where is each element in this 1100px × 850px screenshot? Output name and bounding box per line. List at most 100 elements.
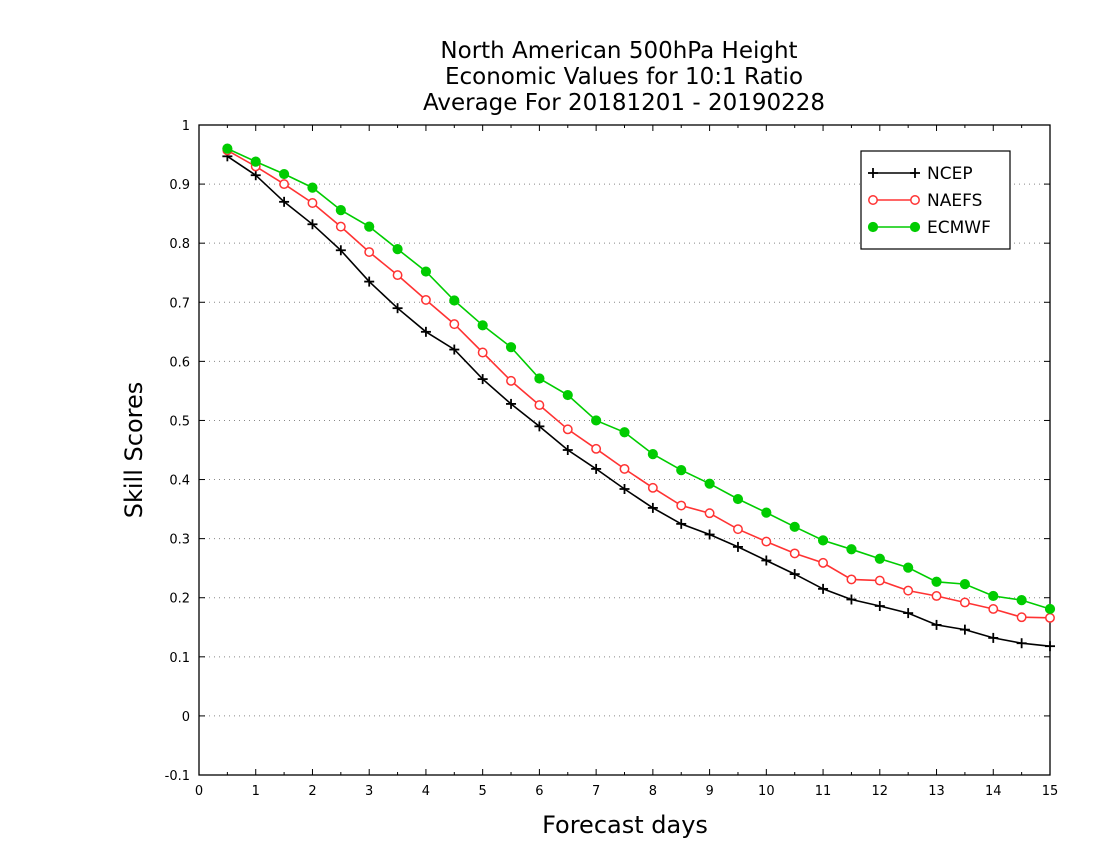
series-ecmwf [222, 143, 1056, 615]
grid [199, 183, 1050, 717]
legend-entry-naefs: NAEFS [868, 191, 982, 211]
data-point-ncep [619, 484, 630, 494]
legend-marker [867, 221, 879, 233]
y-tick-label: 0.8 [169, 237, 190, 252]
data-point-naefs [279, 179, 290, 190]
data-point-naefs [534, 400, 545, 411]
data-point-ecmwf [676, 464, 687, 476]
data-point-naefs [619, 463, 630, 474]
data-point-naefs [420, 294, 431, 305]
data-point-ncep [647, 502, 658, 513]
data-point-ecmwf [732, 493, 744, 505]
data-point-ecmwf [335, 204, 346, 216]
data-point-ncep [1045, 641, 1055, 652]
data-point-ncep [818, 583, 829, 594]
x-tick-label: 14 [985, 784, 1002, 799]
data-point-ecmwf [817, 535, 829, 546]
data-point-ncep [676, 518, 687, 529]
legend-marker [868, 195, 878, 205]
data-point-ncep [279, 196, 290, 207]
legend-entry-ecmwf: ECMWF [867, 218, 991, 238]
data-point-naefs [761, 536, 772, 547]
series-naefs [222, 145, 1055, 623]
data-point-ncep [562, 445, 573, 455]
x-tick-label: 8 [649, 784, 657, 799]
legend-marker [868, 168, 878, 178]
data-point-ecmwf [562, 389, 573, 401]
title-line-1: North American 500hPa Height [440, 38, 797, 64]
data-point-ecmwf [477, 320, 488, 331]
data-point-ecmwf [647, 449, 658, 460]
data-point-ncep [959, 624, 970, 635]
data-point-ecmwf [874, 553, 885, 564]
title-line-3: Average For 20181201 - 20190228 [423, 90, 825, 116]
data-point-naefs [562, 424, 573, 435]
data-point-ecmwf [449, 295, 460, 306]
series-ncep [222, 151, 1055, 652]
data-point-naefs [903, 585, 914, 596]
data-point-ecmwf [505, 342, 517, 353]
data-point-naefs [477, 347, 488, 358]
data-point-ecmwf [704, 478, 715, 489]
y-tick-label: -0.1 [165, 769, 190, 784]
y-tick-label: 0.5 [169, 414, 190, 429]
data-point-ncep [846, 594, 857, 605]
data-point-ncep [250, 170, 261, 181]
data-point-ncep [591, 463, 602, 474]
data-point-naefs [1016, 612, 1027, 623]
data-point-ncep [392, 303, 403, 314]
data-point-ncep [903, 608, 914, 619]
data-point-naefs [818, 557, 829, 568]
y-tick-label: 1 [182, 119, 190, 134]
data-point-naefs [988, 604, 999, 614]
data-point-ecmwf [364, 221, 375, 232]
x-tick-label: 0 [195, 784, 203, 799]
y-tick-label: 0.9 [169, 178, 190, 193]
data-point-naefs [874, 575, 885, 586]
data-point-ncep [364, 276, 375, 287]
legend-marker [910, 168, 920, 178]
series-line-ecmwf [227, 147, 1051, 610]
data-point-naefs [704, 508, 715, 519]
data-point-naefs [506, 375, 516, 386]
x-tick-label: 5 [479, 784, 487, 799]
data-point-ncep [420, 326, 431, 337]
data-point-ncep [789, 569, 800, 580]
legend-marker [910, 195, 920, 205]
data-point-naefs [647, 482, 658, 493]
data-point-ncep [335, 245, 346, 256]
data-point-naefs [931, 591, 942, 601]
data-point-ncep [874, 601, 885, 611]
data-point-naefs [364, 247, 375, 257]
x-tick-label: 15 [1042, 784, 1059, 799]
legend-entry-ncep: NCEP [868, 164, 973, 184]
x-tick-label: 2 [308, 784, 316, 799]
data-point-naefs [591, 443, 602, 454]
x-axis-label: Forecast days [542, 811, 708, 839]
y-tick-label: 0.3 [169, 533, 190, 548]
y-tick-label: 0.1 [169, 651, 190, 666]
data-point-ecmwf [846, 544, 857, 555]
data-point-ncep [761, 555, 772, 566]
data-point-naefs [335, 221, 346, 232]
data-point-ecmwf [250, 156, 261, 167]
data-point-ecmwf [761, 507, 772, 518]
data-point-naefs [676, 500, 687, 511]
data-point-ecmwf [959, 579, 971, 590]
data-point-ncep [732, 541, 743, 552]
data-point-ecmwf [534, 373, 545, 384]
y-tick-label: 0 [182, 710, 190, 725]
y-axis-label: Skill Scores [120, 382, 148, 519]
x-tick-label: 10 [758, 784, 775, 799]
data-point-ncep [449, 344, 460, 355]
y-tick-label: 0.2 [169, 592, 190, 607]
y-tick-label: 0.6 [169, 355, 190, 370]
data-point-naefs [392, 270, 403, 281]
legend-label: NAEFS [927, 191, 982, 211]
data-point-ecmwf [903, 562, 914, 573]
data-point-ecmwf [420, 266, 432, 277]
data-point-ecmwf [1044, 603, 1056, 615]
series [222, 143, 1056, 652]
data-point-ecmwf [789, 521, 800, 532]
